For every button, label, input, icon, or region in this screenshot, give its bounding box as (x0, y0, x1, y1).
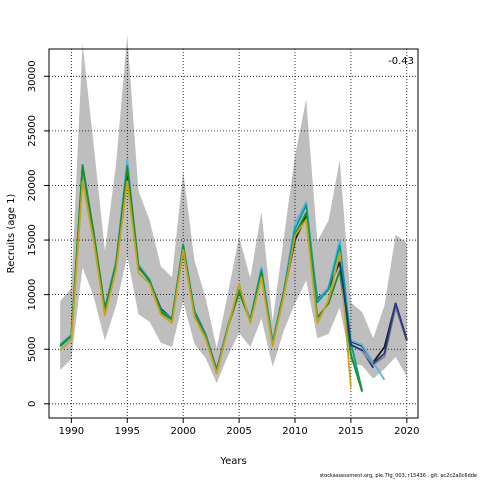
y-tick-label: 20000 (27, 170, 38, 202)
x-tick-label: 1990 (59, 426, 84, 437)
series-line-5 (59, 180, 352, 388)
axis-layer: 1990 1995 2000 2005 2010 2015 2020 0 5000 10000 15… (27, 60, 420, 437)
correlation-annotation: -0.43 (388, 56, 414, 67)
y-tick-label: 5000 (27, 336, 38, 361)
confidence-band-layer (60, 34, 407, 384)
x-tick-label: 2020 (394, 426, 419, 437)
series-layer (59, 158, 408, 393)
x-tick-label: 2000 (170, 426, 195, 437)
y-tick-label: 25000 (27, 115, 38, 147)
x-tick-label: 2010 (282, 426, 307, 437)
x-tick-label: 2015 (338, 426, 363, 437)
y-tick-label: 0 (27, 401, 38, 407)
y-tick-label: 30000 (27, 60, 38, 92)
x-axis-title: Years (219, 456, 246, 467)
y-tick-label: 15000 (27, 224, 38, 256)
x-tick-label: 2005 (226, 426, 251, 437)
footer-note: stockassessment.org, ple.7fg_003, r15436… (319, 473, 477, 479)
x-tick-label: 1995 (115, 426, 140, 437)
confidence-band (60, 34, 407, 384)
y-axis-title: Recruits (age 1) (6, 194, 17, 274)
series-line-8 (372, 302, 408, 365)
plot-frame (48, 48, 419, 419)
y-tick-label: 10000 (27, 279, 38, 311)
